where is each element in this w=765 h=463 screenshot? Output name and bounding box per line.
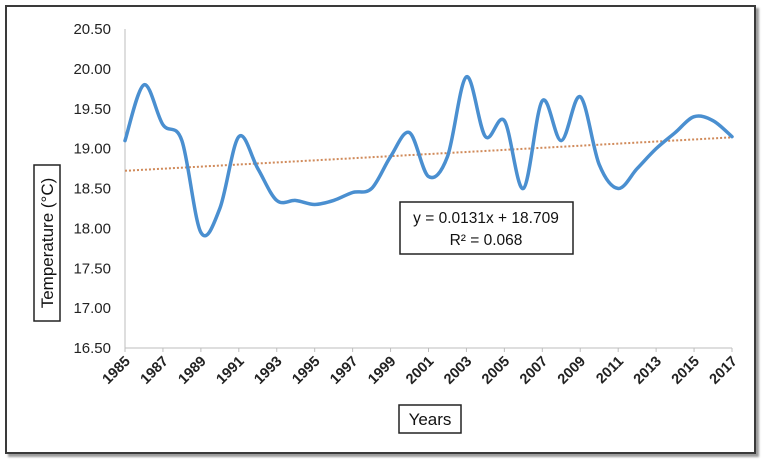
y-tick-label: 16.50 bbox=[73, 340, 111, 357]
x-tick-label: 1995 bbox=[289, 354, 323, 388]
x-tick-label: 2011 bbox=[593, 354, 627, 388]
line-chart: 16.50 17.00 17.50 18.00 18.50 19.00 19.50 20.00… bbox=[33, 21, 741, 434]
x-tick-label: 2009 bbox=[555, 354, 589, 388]
y-tick-label: 19.00 bbox=[73, 141, 111, 158]
y-tick-label: 17.50 bbox=[73, 260, 111, 277]
y-axis-ticks: 16.50 17.00 17.50 18.00 18.50 19.00 19.50 20.00… bbox=[73, 21, 111, 357]
y-tick-label: 19.50 bbox=[73, 101, 111, 118]
x-tick-label: 1993 bbox=[251, 354, 285, 388]
x-tick-label: 2017 bbox=[707, 354, 741, 388]
x-axis-ticks: 1985 1987 1989 1991 1993 1995 1997 1999 2001 2003… bbox=[100, 348, 741, 388]
series-line bbox=[123, 75, 734, 238]
y-tick-label: 18.50 bbox=[73, 181, 111, 198]
x-tick-label: 2013 bbox=[631, 354, 665, 388]
x-tick-label: 1987 bbox=[138, 354, 172, 388]
x-tick-label: 2005 bbox=[479, 354, 513, 388]
chart-frame: 16.50 17.00 17.50 18.00 18.50 19.00 19.50 20.00… bbox=[5, 5, 756, 454]
x-tick-label: 1985 bbox=[100, 354, 134, 388]
x-axis-title: Years bbox=[398, 404, 462, 434]
y-axis-title: Temperature (°C) bbox=[33, 164, 61, 322]
x-axis-label: Years bbox=[409, 410, 452, 429]
x-tick-label: 1991 bbox=[214, 354, 248, 388]
trendline bbox=[124, 136, 733, 172]
trendline-r2: R² = 0.068 bbox=[450, 232, 523, 249]
y-tick-label: 20.50 bbox=[73, 21, 111, 38]
x-tick-label: 1997 bbox=[327, 354, 361, 388]
x-tick-label: 2001 bbox=[403, 354, 437, 388]
y-tick-label: 20.00 bbox=[73, 61, 111, 78]
x-tick-label: 1999 bbox=[365, 354, 399, 388]
y-tick-label: 18.00 bbox=[73, 220, 111, 237]
x-tick-label: 2003 bbox=[441, 354, 475, 388]
y-tick-label: 17.00 bbox=[73, 300, 111, 317]
trendline-equation: y = 0.0131x + 18.709 bbox=[413, 210, 559, 227]
trendline-equation-box: y = 0.0131x + 18.709 R² = 0.068 bbox=[399, 201, 574, 255]
x-tick-label: 2007 bbox=[517, 354, 551, 388]
x-tick-label: 1989 bbox=[176, 354, 210, 388]
y-axis-label: Temperature (°C) bbox=[38, 178, 57, 309]
x-tick-label: 2015 bbox=[669, 354, 703, 388]
